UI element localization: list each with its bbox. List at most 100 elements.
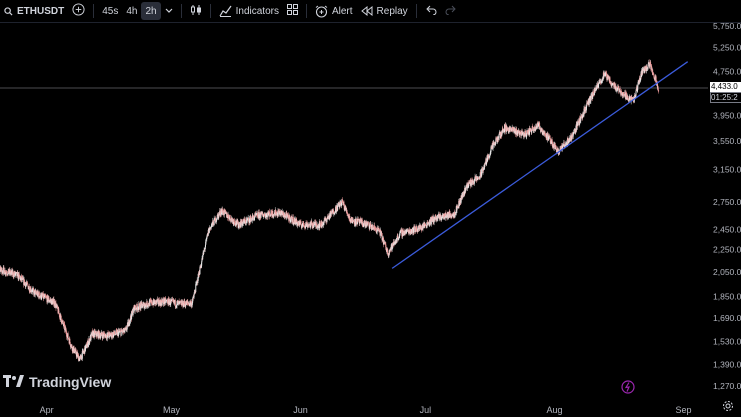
candle-body [163,299,165,304]
redo-button[interactable] [441,0,461,22]
candle-body [75,349,77,350]
interval-dropdown[interactable] [161,0,177,22]
candle-body [359,219,361,224]
candle-body [441,218,443,220]
candle-body [467,182,469,188]
candle-body [30,287,32,292]
candle-body [352,218,354,222]
candle-body [467,186,469,188]
candle-body [481,168,483,177]
candle-body [565,143,567,146]
candle-body [323,220,325,223]
candle-body [231,217,233,219]
candle-body [38,292,40,297]
undo-button[interactable] [421,0,441,22]
candle-body [124,328,126,331]
candle-body [13,273,15,277]
candle-body [419,228,421,229]
alert-label: Alert [331,5,353,17]
candle-body [81,351,83,359]
candle-body [530,128,532,132]
candle-body [63,323,65,327]
candle-body [618,86,620,91]
candle-body [639,80,641,82]
candle-body [397,237,399,240]
candle-body [603,72,605,75]
candle-body [456,206,458,211]
candle-body [259,214,261,219]
interval-4h[interactable]: 4h [126,5,138,17]
candle-body [265,214,267,218]
compare-symbol-button[interactable] [68,0,89,22]
candle-body [508,131,510,133]
candle-body [570,135,572,140]
candle-body [334,213,336,215]
candle-body [71,344,73,349]
candle-body [35,290,37,293]
price-chart[interactable]: 5,750.0 5,250.0 4,750.0 3,950.0 3,550.0 3,150… [0,23,741,415]
indicators-button[interactable]: Indicators [215,0,283,22]
candle-body [305,222,307,226]
candle-body [3,267,5,271]
candle-body [402,232,404,236]
candle-body [396,238,398,243]
candle-body [67,338,69,339]
candle-body [266,214,268,218]
candle-body [631,98,633,99]
candle-body [169,304,171,305]
gear-icon[interactable] [722,399,734,417]
layouts-button[interactable] [283,0,302,22]
candle-body [325,217,327,219]
candle-body [108,332,110,338]
candle-body [37,291,39,294]
candle-body [644,70,646,73]
candle-body [213,225,215,226]
symbol-search[interactable]: ETHUSDT [0,0,68,22]
candle-body [369,224,371,229]
candle-body [376,230,378,233]
candle-body [625,92,627,100]
candle-body [283,216,285,218]
candle-body [568,141,570,142]
candle-body [414,229,416,231]
candle-body [73,346,75,353]
candle-body [142,303,144,304]
lightning-icon[interactable] [621,380,635,399]
candle-body [119,331,121,333]
candle-body [363,222,365,227]
candle-body [464,187,466,190]
candle-body [313,225,315,228]
candle-body [586,102,588,107]
candle-body [187,301,189,303]
candle-body [503,128,505,131]
replay-button[interactable]: Replay [357,0,412,22]
candle-body [86,344,88,349]
candle-body [144,303,146,307]
candle-body [537,122,539,127]
candle-body [162,299,164,303]
candle-body [481,168,483,170]
candle-body [46,295,48,303]
interval-45s[interactable]: 45s [102,5,119,17]
chart-type-button[interactable] [186,0,206,22]
candle-body [215,221,217,223]
candle-body [287,214,289,219]
candle-body [392,243,394,247]
candle-body [487,154,489,162]
candle-body [3,270,5,275]
candle-body [60,315,62,320]
candle-body [341,199,343,203]
interval-2h[interactable]: 2h [141,2,161,20]
candle-body [647,62,649,65]
candle-body [500,132,502,137]
candle-body [592,94,594,99]
candle-body [399,231,401,233]
alert-button[interactable]: Alert [311,0,357,22]
candle-body [332,209,334,213]
candle-body [197,280,199,283]
candle-body [246,219,248,221]
candle-body [374,228,376,230]
candle-body [363,222,365,224]
candle-body [526,132,528,137]
candle-body [193,292,195,295]
